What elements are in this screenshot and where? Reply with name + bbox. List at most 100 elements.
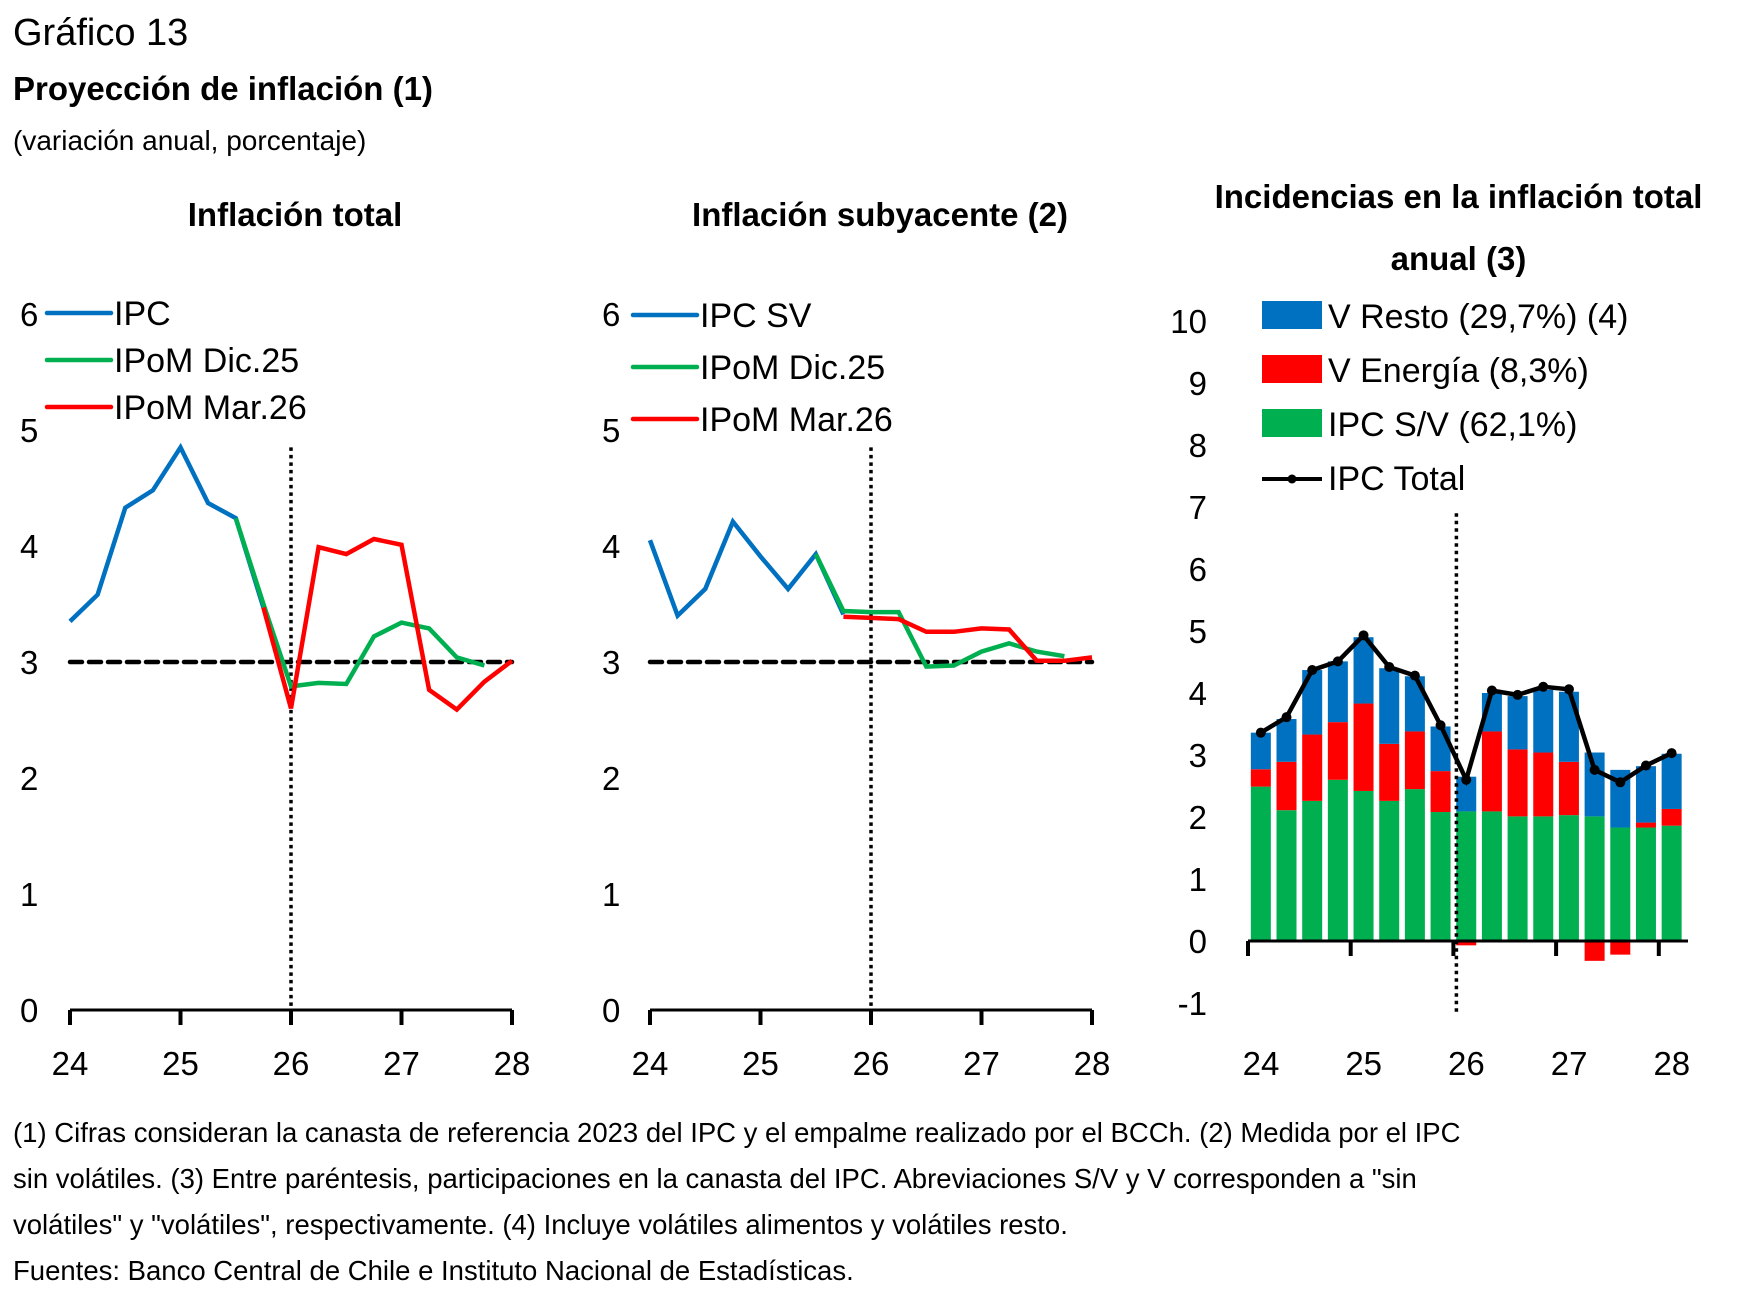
bar-segment-v-resto bbox=[1507, 696, 1528, 750]
bar-segment-v-resto bbox=[1558, 691, 1579, 762]
y-tick-label: 6 bbox=[602, 296, 620, 333]
y-tick-label: 9 bbox=[1189, 365, 1207, 402]
y-tick-label: 6 bbox=[20, 296, 38, 333]
y-tick-label: -1 bbox=[1178, 985, 1207, 1022]
bar-segment-v-resto bbox=[1661, 753, 1682, 809]
legend-label: IPC Total bbox=[1328, 460, 1465, 498]
y-tick-label: 10 bbox=[1170, 303, 1207, 340]
series-line-ipc bbox=[68, 442, 266, 624]
legend-swatch bbox=[1262, 409, 1322, 437]
footnote-line: Fuentes: Banco Central de Chile e Instit… bbox=[13, 1255, 854, 1286]
bar-segment-ipc-sv bbox=[1610, 827, 1631, 941]
x-tick-label: 26 bbox=[853, 1045, 890, 1082]
y-tick-label: 1 bbox=[1189, 861, 1207, 898]
line-chart-1: 0 1 2 3 4 5 6 24 25 26 27 28 IPC IPoM Dic.25 IPoM Mar.… bbox=[20, 295, 530, 1082]
y-tick-label: 4 bbox=[20, 528, 38, 565]
line-chart-2: 0 1 2 3 4 5 6 24 25 26 27 28 IPC SV IPoM Dic.25 IPoM M… bbox=[602, 296, 1110, 1082]
bar-segment-v-energia bbox=[1610, 941, 1631, 955]
stacked-bar-chart: -1 0 1 2 3 4 5 6 7 8 9 10 24 25 26 27 28 V Resto (29,7%) … bbox=[1170, 298, 1690, 1082]
legend-label: IPoM Dic.25 bbox=[114, 342, 299, 380]
series-line-ipc-total bbox=[1259, 631, 1673, 787]
x-tick-label: 26 bbox=[1448, 1045, 1485, 1082]
bar-segment-v-resto bbox=[1456, 776, 1477, 812]
bar-segment-v-energia bbox=[1302, 734, 1323, 801]
y-tick-label: 5 bbox=[1189, 613, 1207, 650]
y-tick-label: 3 bbox=[1189, 737, 1207, 774]
bar-segment-ipc-sv bbox=[1661, 825, 1682, 941]
ipc-total-marker bbox=[1461, 774, 1472, 785]
bar-segment-ipc-sv bbox=[1430, 812, 1451, 941]
chart-title-inflacion-subyacente: Inflación subyacente (2) bbox=[692, 196, 1068, 233]
bar-segment-ipc-sv bbox=[1302, 800, 1323, 941]
ipc-total-marker bbox=[1563, 684, 1574, 695]
y-tick-label: 3 bbox=[20, 644, 38, 681]
footnote-line: sin volátiles. (3) Entre paréntesis, par… bbox=[13, 1163, 1417, 1194]
y-tick-label: 5 bbox=[20, 412, 38, 449]
bar-segment-v-energia bbox=[1584, 941, 1605, 961]
series-line-ipom-mar-26 bbox=[843, 614, 1093, 664]
legend-label: V Resto (29,7%) (4) bbox=[1328, 298, 1628, 336]
bar-segment-v-energia bbox=[1635, 822, 1656, 828]
bar-segment-v-energia bbox=[1558, 761, 1579, 816]
legend-label: IPoM Dic.25 bbox=[700, 349, 885, 387]
legend-label: IPC S/V (62,1%) bbox=[1328, 406, 1577, 444]
footnote-line: (1) Cifras consideran la canasta de refe… bbox=[13, 1117, 1461, 1148]
ipc-total-marker bbox=[1589, 764, 1600, 775]
bar-segment-v-energia bbox=[1533, 752, 1554, 817]
chart-title-line: Incidencias en la inflación total bbox=[1214, 178, 1703, 215]
bar-segment-ipc-sv bbox=[1353, 790, 1374, 941]
y-tick-label: 0 bbox=[1189, 923, 1207, 960]
bar-segment-v-resto bbox=[1635, 766, 1656, 823]
y-tick-label: 2 bbox=[20, 760, 38, 797]
x-tick-label: 27 bbox=[1551, 1045, 1588, 1082]
y-tick-label: 2 bbox=[1189, 799, 1207, 836]
bar-segment-ipc-sv bbox=[1276, 810, 1297, 941]
bar-segment-v-energia bbox=[1353, 703, 1374, 791]
y-tick-label: 0 bbox=[602, 992, 620, 1029]
ipc-total-marker bbox=[1512, 689, 1523, 700]
bar-segment-ipc-sv bbox=[1327, 779, 1348, 941]
bar-segment-v-energia bbox=[1661, 808, 1682, 826]
bar-segment-ipc-sv bbox=[1558, 815, 1579, 941]
bar-segment-v-energia bbox=[1430, 771, 1451, 813]
bar-segment-v-energia bbox=[1276, 761, 1297, 811]
x-tick-label: 27 bbox=[963, 1045, 1000, 1082]
y-tick-label: 4 bbox=[602, 528, 620, 565]
legend-label: IPC bbox=[114, 295, 171, 333]
y-tick-label: 6 bbox=[1189, 551, 1207, 588]
x-tick-label: 25 bbox=[742, 1045, 779, 1082]
series-line-ipc-sv bbox=[647, 517, 846, 620]
figure-title: Proyección de inflación (1) bbox=[13, 70, 433, 107]
ipc-total-marker bbox=[1332, 656, 1343, 667]
y-tick-label: 1 bbox=[602, 876, 620, 913]
bar-segment-v-resto bbox=[1353, 637, 1374, 704]
footnotes: (1) Cifras consideran la canasta de refe… bbox=[13, 1110, 1743, 1294]
y-tick-label: 2 bbox=[602, 760, 620, 797]
x-tick-label: 24 bbox=[632, 1045, 669, 1082]
figure-number: Gráfico 13 bbox=[13, 12, 189, 54]
ipc-total-marker bbox=[1409, 670, 1420, 681]
bar-segment-ipc-sv bbox=[1404, 789, 1425, 941]
legend-marker bbox=[1287, 474, 1297, 484]
x-tick-label: 28 bbox=[494, 1045, 531, 1082]
bar-segment-ipc-sv bbox=[1250, 786, 1271, 941]
bar-segment-ipc-sv bbox=[1456, 811, 1477, 941]
y-tick-label: 8 bbox=[1189, 427, 1207, 464]
legend-label: IPC SV bbox=[700, 297, 812, 335]
ipc-total-marker bbox=[1486, 685, 1497, 696]
bar-segment-ipc-sv bbox=[1481, 811, 1502, 941]
bar-segment-ipc-sv bbox=[1533, 816, 1554, 941]
y-tick-label: 3 bbox=[602, 644, 620, 681]
bar-segment-ipc-sv bbox=[1635, 827, 1656, 941]
bar-segment-v-energia bbox=[1250, 769, 1271, 787]
bar-segment-ipc-sv bbox=[1379, 800, 1400, 941]
ipc-total-marker bbox=[1307, 665, 1318, 676]
y-tick-label: 5 bbox=[602, 412, 620, 449]
bar-segment-v-resto bbox=[1430, 726, 1451, 772]
ipc-total-marker bbox=[1358, 630, 1369, 641]
ipc-total-marker bbox=[1640, 760, 1651, 771]
x-tick-label: 27 bbox=[383, 1045, 420, 1082]
legend-label: V Energía (8,3%) bbox=[1328, 352, 1589, 390]
series-line-ipom-mar-26 bbox=[261, 536, 514, 713]
